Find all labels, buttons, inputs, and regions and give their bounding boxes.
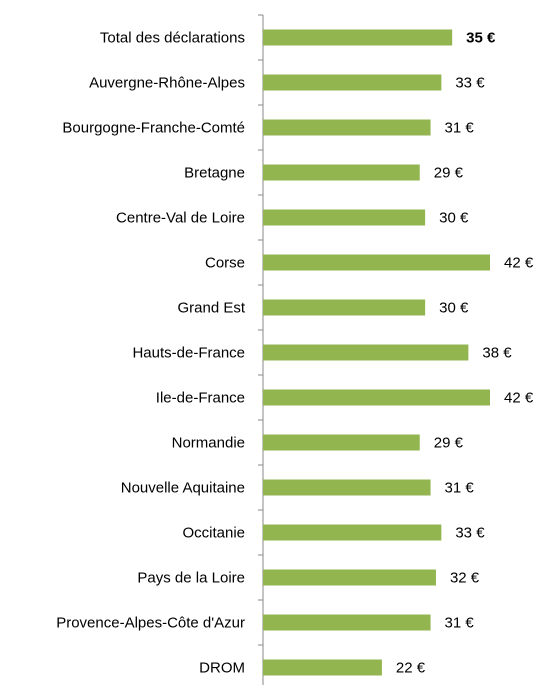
value-label: 33 € xyxy=(455,74,485,91)
bar xyxy=(263,209,426,226)
value-label: 32 € xyxy=(450,569,480,586)
value-label: 29 € xyxy=(434,164,464,181)
y-tick-label: Provence-Alpes-Côte d'Azur xyxy=(56,614,245,631)
bar xyxy=(263,479,431,496)
y-tick-label: Grand Est xyxy=(177,299,245,316)
bar xyxy=(263,524,442,541)
value-label: 42 € xyxy=(504,254,534,271)
bar xyxy=(263,569,436,586)
value-label: 30 € xyxy=(439,299,469,316)
y-tick-label: Bretagne xyxy=(184,164,245,181)
y-tick-label: Centre-Val de Loire xyxy=(116,209,245,226)
y-tick-label: Pays de la Loire xyxy=(137,569,245,586)
y-tick-label: DROM xyxy=(199,659,245,676)
bar xyxy=(263,29,453,46)
y-tick-label: Total des déclarations xyxy=(100,29,245,46)
value-label: 31 € xyxy=(445,479,475,496)
y-tick-label: Nouvelle Aquitaine xyxy=(121,479,245,496)
y-tick-label: Occitanie xyxy=(182,524,245,541)
bar xyxy=(263,389,490,406)
value-label: 38 € xyxy=(482,344,512,361)
y-tick-label: Hauts-de-France xyxy=(132,344,245,361)
y-tick-label: Corse xyxy=(205,254,245,271)
value-label: 33 € xyxy=(455,524,485,541)
value-label: 30 € xyxy=(439,209,469,226)
bar xyxy=(263,164,420,181)
value-label: 29 € xyxy=(434,434,464,451)
bar xyxy=(263,434,420,451)
value-label: 35 € xyxy=(466,29,496,46)
value-label: 31 € xyxy=(445,119,475,136)
value-label: 22 € xyxy=(396,659,426,676)
y-tick-label: Normandie xyxy=(172,434,245,451)
value-label: 31 € xyxy=(445,614,475,631)
bar xyxy=(263,254,490,271)
bar xyxy=(263,659,382,676)
bar xyxy=(263,614,431,631)
bar xyxy=(263,299,426,316)
bar xyxy=(263,119,431,136)
y-tick-label: Bourgogne-Franche-Comté xyxy=(62,119,245,136)
value-label: 42 € xyxy=(504,389,534,406)
bar xyxy=(263,344,469,361)
bar xyxy=(263,74,442,91)
y-tick-label: Auvergne-Rhône-Alpes xyxy=(89,74,245,91)
y-tick-label: Ile-de-France xyxy=(156,389,245,406)
